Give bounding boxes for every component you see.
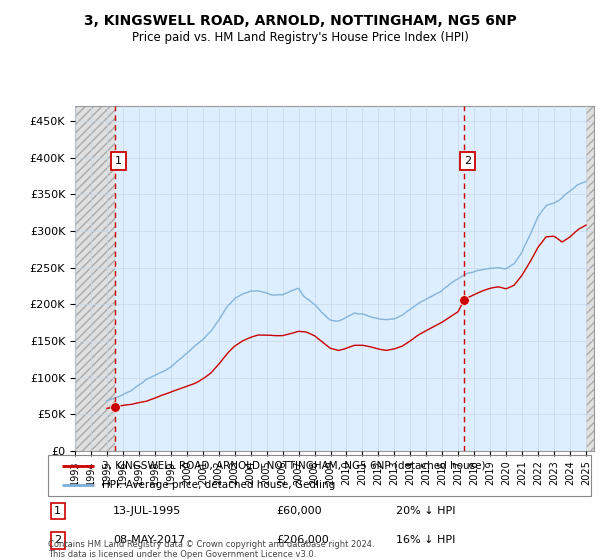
Text: 16% ↓ HPI: 16% ↓ HPI [395,535,455,545]
Text: 20% ↓ HPI: 20% ↓ HPI [395,506,455,516]
Text: Price paid vs. HM Land Registry's House Price Index (HPI): Price paid vs. HM Land Registry's House … [131,31,469,44]
Bar [586,106,594,451]
Text: 3, KINGSWELL ROAD, ARNOLD, NOTTINGHAM, NG5 6NP (detached house): 3, KINGSWELL ROAD, ARNOLD, NOTTINGHAM, N… [103,461,486,471]
Text: Contains HM Land Registry data © Crown copyright and database right 2024.
This d: Contains HM Land Registry data © Crown c… [48,540,374,559]
Text: 08-MAY-2017: 08-MAY-2017 [113,535,185,545]
Text: 1: 1 [54,506,61,516]
Text: 3, KINGSWELL ROAD, ARNOLD, NOTTINGHAM, NG5 6NP: 3, KINGSWELL ROAD, ARNOLD, NOTTINGHAM, N… [83,14,517,28]
Text: 1: 1 [115,156,122,166]
Text: £60,000: £60,000 [276,506,322,516]
Text: 13-JUL-1995: 13-JUL-1995 [113,506,181,516]
Text: HPI: Average price, detached house, Gedling: HPI: Average price, detached house, Gedl… [103,479,335,489]
Text: 2: 2 [464,156,471,166]
Text: 2: 2 [54,535,61,545]
Text: £206,000: £206,000 [276,535,329,545]
Bar [75,106,115,451]
